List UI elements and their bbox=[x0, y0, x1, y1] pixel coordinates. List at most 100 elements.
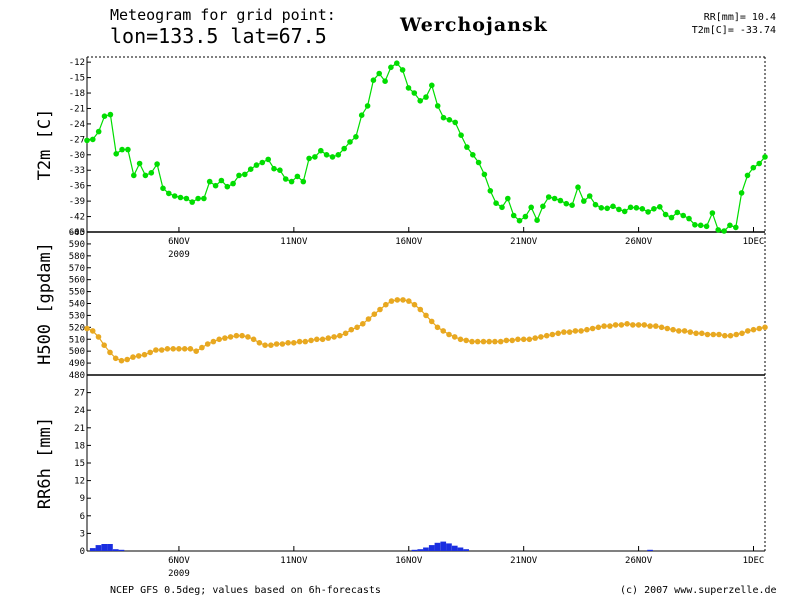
y-tick-label: 580 bbox=[69, 252, 85, 262]
data-point bbox=[405, 85, 412, 91]
data-point bbox=[428, 318, 435, 325]
data-point bbox=[595, 324, 602, 331]
data-point bbox=[189, 199, 195, 205]
data-point bbox=[170, 346, 176, 352]
data-source-note: NCEP GFS 0.5deg; values based on 6h-fore… bbox=[110, 585, 381, 596]
data-point bbox=[762, 154, 768, 160]
x-tick-label: 11NOV bbox=[280, 237, 308, 247]
data-point bbox=[112, 355, 119, 362]
data-point bbox=[166, 190, 172, 197]
data-point bbox=[709, 210, 716, 216]
data-point bbox=[534, 217, 540, 223]
data-point bbox=[399, 67, 406, 73]
data-point bbox=[222, 335, 228, 341]
y-tick-label: 3 bbox=[80, 529, 85, 539]
data-point bbox=[282, 176, 289, 182]
series-line bbox=[86, 62, 766, 232]
y-tick-label: 24 bbox=[74, 406, 85, 416]
data-point bbox=[218, 177, 225, 184]
precip-bar bbox=[107, 544, 113, 551]
data-point bbox=[245, 334, 251, 340]
data-point bbox=[538, 334, 544, 340]
data-point bbox=[451, 334, 458, 340]
data-point bbox=[446, 331, 452, 338]
data-point bbox=[575, 184, 581, 190]
data-point bbox=[592, 201, 599, 208]
data-point bbox=[107, 349, 113, 356]
data-point bbox=[329, 154, 336, 160]
data-point bbox=[124, 356, 130, 363]
precip-bar bbox=[89, 548, 96, 551]
data-point bbox=[371, 311, 378, 318]
data-point bbox=[212, 182, 219, 189]
data-point bbox=[738, 190, 745, 196]
data-point bbox=[136, 160, 143, 167]
data-point bbox=[493, 200, 499, 206]
data-point bbox=[692, 222, 698, 228]
meteogram-title-line1: Meteogram for grid point: bbox=[110, 6, 336, 24]
grid-point-coordinates: lon=133.5 lat=67.5 bbox=[110, 24, 327, 48]
data-point bbox=[452, 119, 459, 126]
data-point bbox=[201, 195, 207, 202]
y-tick-label: 560 bbox=[69, 276, 85, 286]
data-point bbox=[469, 338, 475, 345]
data-point bbox=[341, 145, 348, 152]
data-point bbox=[148, 170, 155, 176]
data-point bbox=[572, 328, 579, 334]
y-tick-label: 550 bbox=[69, 288, 85, 298]
data-point bbox=[300, 178, 307, 185]
y-tick-label: 500 bbox=[69, 347, 85, 357]
data-point bbox=[204, 341, 211, 347]
data-point bbox=[107, 111, 114, 118]
data-point bbox=[586, 193, 593, 199]
data-point bbox=[142, 172, 149, 179]
data-point bbox=[388, 298, 395, 304]
data-point bbox=[458, 132, 464, 138]
copyright-note: (c) 2007 www.superzelle.de bbox=[620, 585, 777, 596]
data-point bbox=[686, 215, 692, 222]
data-point bbox=[95, 128, 102, 135]
data-point bbox=[277, 167, 283, 173]
y-tick-label: -36 bbox=[69, 182, 85, 192]
data-point bbox=[487, 188, 494, 194]
data-point bbox=[364, 103, 371, 109]
data-point bbox=[250, 336, 257, 343]
data-point bbox=[561, 329, 567, 335]
data-point bbox=[394, 60, 400, 66]
data-point bbox=[745, 328, 751, 334]
y-tick-label: -18 bbox=[69, 89, 85, 99]
data-point bbox=[528, 204, 534, 211]
x-tick-label: 16NOV bbox=[395, 556, 423, 566]
data-point bbox=[271, 165, 277, 172]
data-point bbox=[183, 195, 190, 202]
data-point bbox=[618, 322, 625, 328]
data-point bbox=[400, 297, 406, 303]
data-point bbox=[337, 332, 343, 339]
data-point bbox=[486, 338, 493, 345]
data-point bbox=[526, 336, 533, 343]
data-point bbox=[233, 332, 240, 339]
data-point bbox=[668, 214, 675, 221]
data-point bbox=[733, 331, 740, 338]
data-point bbox=[710, 331, 717, 338]
data-point bbox=[125, 146, 131, 153]
data-point bbox=[434, 103, 441, 109]
data-point bbox=[762, 324, 768, 331]
data-point bbox=[578, 328, 584, 334]
data-point bbox=[569, 202, 575, 208]
data-point bbox=[164, 346, 171, 352]
data-point bbox=[90, 136, 96, 143]
y-axis-title: T2m [C] bbox=[35, 109, 55, 181]
data-point bbox=[314, 336, 320, 343]
precip-bar bbox=[440, 541, 447, 551]
data-point bbox=[434, 324, 441, 331]
rr-total-readout: RR[mm]= 10.4 bbox=[703, 12, 776, 23]
data-point bbox=[681, 328, 688, 334]
data-point bbox=[621, 208, 628, 215]
y-tick-label: 6 bbox=[80, 512, 85, 522]
data-point bbox=[135, 353, 142, 359]
data-point bbox=[296, 338, 303, 345]
data-point bbox=[131, 172, 137, 179]
data-point bbox=[543, 332, 550, 339]
data-point bbox=[704, 331, 711, 338]
